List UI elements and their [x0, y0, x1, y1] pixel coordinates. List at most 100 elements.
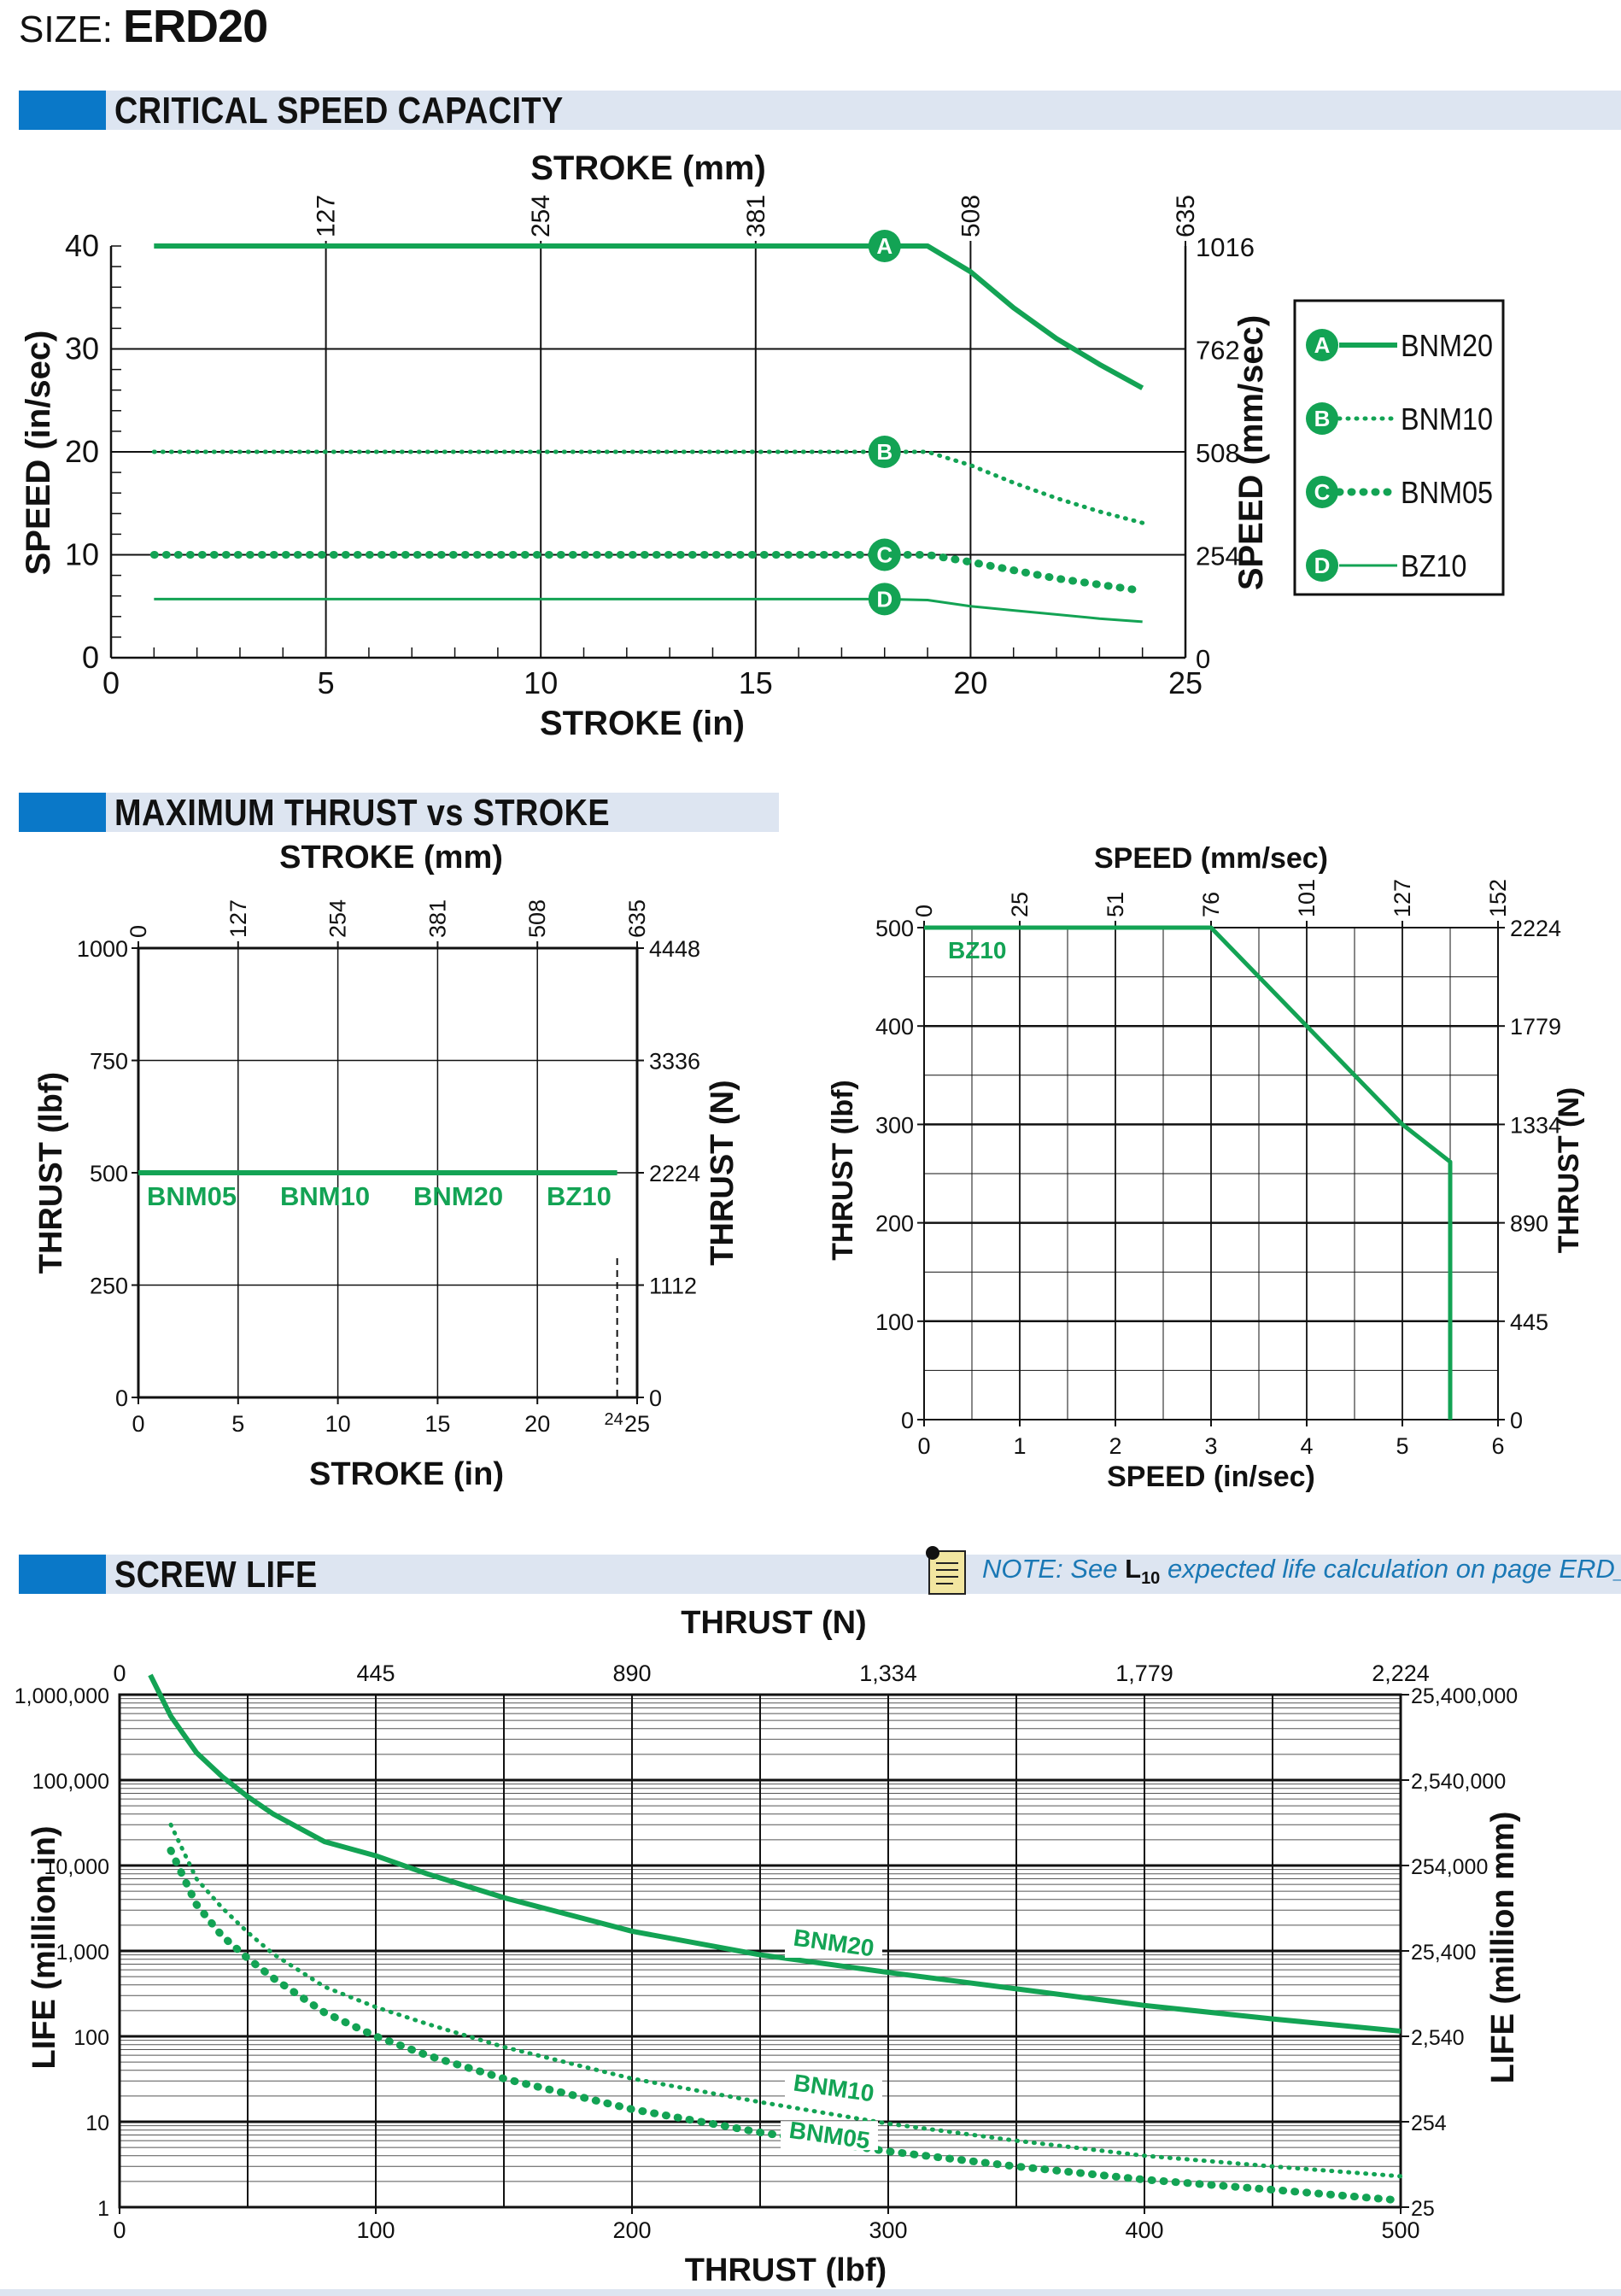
- x2-tick-label: 1,334: [859, 1660, 917, 1686]
- x2-tick-label: 101: [1294, 879, 1320, 917]
- y2-axis-title: THRUST (N): [705, 1080, 740, 1265]
- x2-tick-label: 2,224: [1372, 1660, 1430, 1686]
- series-line-bnm10: [151, 449, 1145, 525]
- series-line-bz10: [154, 597, 1143, 624]
- series-label-bnm10: BNM10: [280, 1181, 370, 1211]
- x2-tick-label: 0: [126, 925, 151, 938]
- y2-tick-label: 25: [1411, 2197, 1435, 2221]
- x2-tick-label: 445: [356, 1660, 395, 1686]
- legend-marker: [1306, 476, 1338, 508]
- x2-tick-label: 25: [1007, 892, 1033, 917]
- x2-tick-label: 152: [1485, 879, 1511, 917]
- series-label-bg: [785, 1929, 882, 1958]
- size-label: SIZE:: [19, 9, 114, 50]
- y-tick-label: 100,000: [32, 1770, 109, 1794]
- series-marker-letter: D: [876, 586, 892, 612]
- y2-tick-label: 3336: [649, 1049, 700, 1075]
- x-tick-label: 10: [524, 665, 558, 700]
- note-text: NOTE: See L10 expected life calculation …: [982, 1554, 1621, 1589]
- legend-label: BNM05: [1401, 476, 1493, 510]
- y2-tick-label: 25,400,000: [1411, 1684, 1518, 1708]
- series-label-bg: [781, 2121, 878, 2151]
- legend-marker-letter: D: [1314, 553, 1331, 578]
- y-tick-label: 1,000: [56, 1941, 109, 1965]
- x-axis-title: SPEED (in/sec): [1107, 1461, 1315, 1493]
- series-marker-letter: A: [876, 233, 892, 259]
- series-line-bnm05: [149, 551, 1147, 595]
- series-marker-letter: C: [876, 542, 892, 568]
- note-icon: [926, 1546, 966, 1595]
- y2-tick-label: 4448: [649, 936, 700, 962]
- series-marker-letter: B: [876, 439, 892, 465]
- x2-tick-label: 127: [313, 195, 341, 237]
- x2-axis-title: STROKE (mm): [279, 840, 503, 876]
- legend-label: BNM10: [1401, 402, 1493, 436]
- x-axis-title: STROKE (in): [309, 1456, 504, 1492]
- thrust-speed-chart: 0 1 2 3 4 5 6010020030040050004458901334177922…: [827, 842, 1585, 1493]
- x2-tick-label: 0: [911, 905, 937, 917]
- x2-axis-title: THRUST (N): [681, 1605, 866, 1641]
- section-critical-speed: CRITICAL SPEED CAPACITY: [19, 91, 1621, 132]
- y2-tick-label: 0: [1510, 1408, 1523, 1433]
- x-tick-label: 6: [1491, 1433, 1504, 1459]
- series-label-bnm20: BNM20: [413, 1181, 503, 1211]
- series-label-bz10: BZ10: [948, 937, 1006, 964]
- x-tick-label: 25: [624, 1411, 650, 1437]
- x2-tick-label: 635: [1172, 195, 1200, 237]
- x-tick-label: 10: [325, 1411, 351, 1437]
- size-value: ERD20: [123, 1, 268, 52]
- x-axis-title: THRUST (lbf): [685, 2252, 887, 2288]
- y-tick-label: 250: [90, 1274, 128, 1299]
- max-thrust-stroke-chart: 0 5 10 15 20 25240250500750100001112222433364…: [33, 840, 740, 1492]
- size-header: SIZE: ERD20: [19, 0, 268, 60]
- series-marker-c: [868, 538, 901, 571]
- y2-tick-label: 890: [1510, 1211, 1548, 1237]
- y-tick-label: 1000: [77, 936, 128, 962]
- x-tick-label-24: 24: [605, 1410, 623, 1429]
- y-tick-label: 10: [65, 537, 99, 572]
- x-tick-label: 5: [318, 665, 335, 700]
- y-tick-label: 100: [73, 2026, 109, 2050]
- y2-axis-title: LIFE (million mm): [1485, 1812, 1521, 2084]
- x-tick-label: 500: [1381, 2217, 1419, 2243]
- legend-label: BZ10: [1401, 549, 1466, 583]
- x2-tick-label: 127: [225, 899, 251, 938]
- legend-marker-letter: C: [1314, 479, 1331, 505]
- x2-tick-label: 890: [612, 1660, 651, 1686]
- y2-tick-label: 254,000: [1411, 1855, 1488, 1879]
- y2-tick-label: 508: [1196, 438, 1240, 468]
- y2-tick-label: 1016: [1196, 232, 1255, 262]
- x-tick-label: 15: [739, 665, 773, 700]
- note-suffix: expected life calculation on page ERD_12: [1167, 1554, 1621, 1584]
- x2-tick-label: 0: [113, 1660, 126, 1686]
- y2-axis-title: THRUST (N): [1553, 1087, 1585, 1254]
- x-tick-label: 0: [132, 1411, 144, 1437]
- x-tick-label: 0: [917, 1433, 930, 1459]
- y2-tick-label: 1112: [649, 1274, 697, 1299]
- x2-tick-label: 76: [1198, 892, 1224, 917]
- y2-axis-title: SPEED (mm/sec): [1232, 315, 1270, 590]
- series-line-bnm05: [167, 1846, 1405, 2205]
- legend-marker-letter: A: [1314, 332, 1331, 358]
- screw-life-chart: 0 100 200 300 400 500 0 445 890 1,334 1,779 2,224 1 1…: [15, 1605, 1521, 2288]
- x-tick-label: 400: [1125, 2217, 1163, 2243]
- x2-tick-label: 51: [1103, 892, 1128, 917]
- y2-tick-label: 2224: [649, 1161, 700, 1186]
- y2-tick-label: 254: [1411, 2112, 1447, 2135]
- x2-tick-label: 381: [424, 899, 450, 938]
- y-tick-label: 30: [65, 331, 99, 366]
- series-label-bg: [785, 2073, 882, 2103]
- y2-tick-label: 25,400: [1411, 1941, 1476, 1965]
- x2-axis-title: STROKE (mm): [530, 149, 766, 187]
- section-max-thrust: MAXIMUM THRUST vs STROKE: [19, 793, 779, 834]
- section-marker: [19, 793, 106, 832]
- x-tick-label: 4: [1300, 1433, 1313, 1459]
- y-tick-label: 10,000: [44, 1855, 109, 1879]
- x-tick-label: 15: [424, 1411, 450, 1437]
- x-tick-label: 2: [1109, 1433, 1121, 1459]
- y-tick-label: 0: [901, 1408, 914, 1433]
- series-label-bz10: BZ10: [547, 1181, 612, 1211]
- y-tick-label: 200: [875, 1211, 914, 1237]
- section-marker: [19, 1555, 106, 1594]
